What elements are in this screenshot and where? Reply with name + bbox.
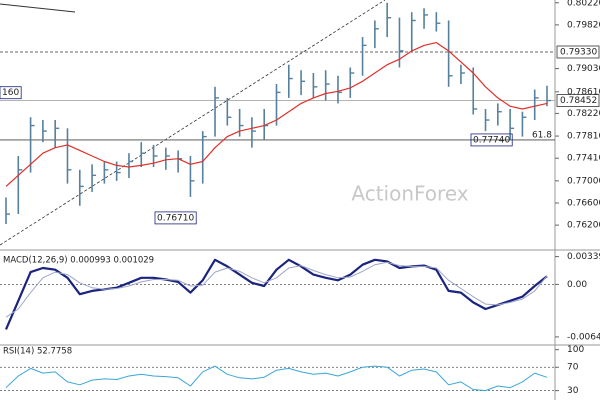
annotation: 0.76710 bbox=[157, 213, 194, 223]
y-tick-label: 100 bbox=[567, 345, 584, 355]
panel-title: MACD(12,26,9) 0.000993 0.001029 bbox=[3, 256, 154, 266]
trend-line bbox=[0, 3, 76, 13]
series-line bbox=[5, 42, 548, 187]
level-label: 0.79330 bbox=[560, 47, 597, 57]
y-tick-label: -0.006414 bbox=[567, 332, 600, 342]
panel bbox=[0, 365, 555, 392]
series-line bbox=[5, 261, 548, 318]
annotation: 0.77740 bbox=[473, 135, 510, 145]
watermark: ActionForex bbox=[351, 182, 468, 206]
y-tick-label: 0.003393 bbox=[567, 252, 600, 262]
y-tick-label: 70 bbox=[567, 363, 579, 373]
annotation: 61.8 bbox=[532, 130, 552, 140]
panel bbox=[0, 2, 555, 225]
level-label-box bbox=[556, 45, 600, 59]
y-tick-label: 30 bbox=[567, 386, 579, 396]
series-line bbox=[5, 365, 548, 392]
panel-title: RSI(14) 52.7758 bbox=[3, 347, 72, 357]
y-tick-label: 0.00 bbox=[567, 280, 587, 290]
level-label: 0.78452 bbox=[560, 96, 597, 106]
level-label-box bbox=[556, 94, 600, 107]
series-line bbox=[4, 258, 548, 330]
panel bbox=[0, 258, 555, 330]
annotation-box bbox=[0, 86, 22, 100]
annotation: 160 bbox=[2, 88, 19, 98]
trend-line bbox=[0, 0, 386, 246]
annotation-box bbox=[470, 133, 513, 147]
annotation-box bbox=[154, 211, 197, 225]
